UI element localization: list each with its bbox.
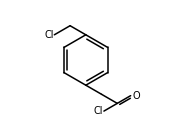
Text: Cl: Cl bbox=[44, 30, 54, 40]
Text: Cl: Cl bbox=[94, 106, 103, 116]
Text: O: O bbox=[132, 91, 140, 101]
